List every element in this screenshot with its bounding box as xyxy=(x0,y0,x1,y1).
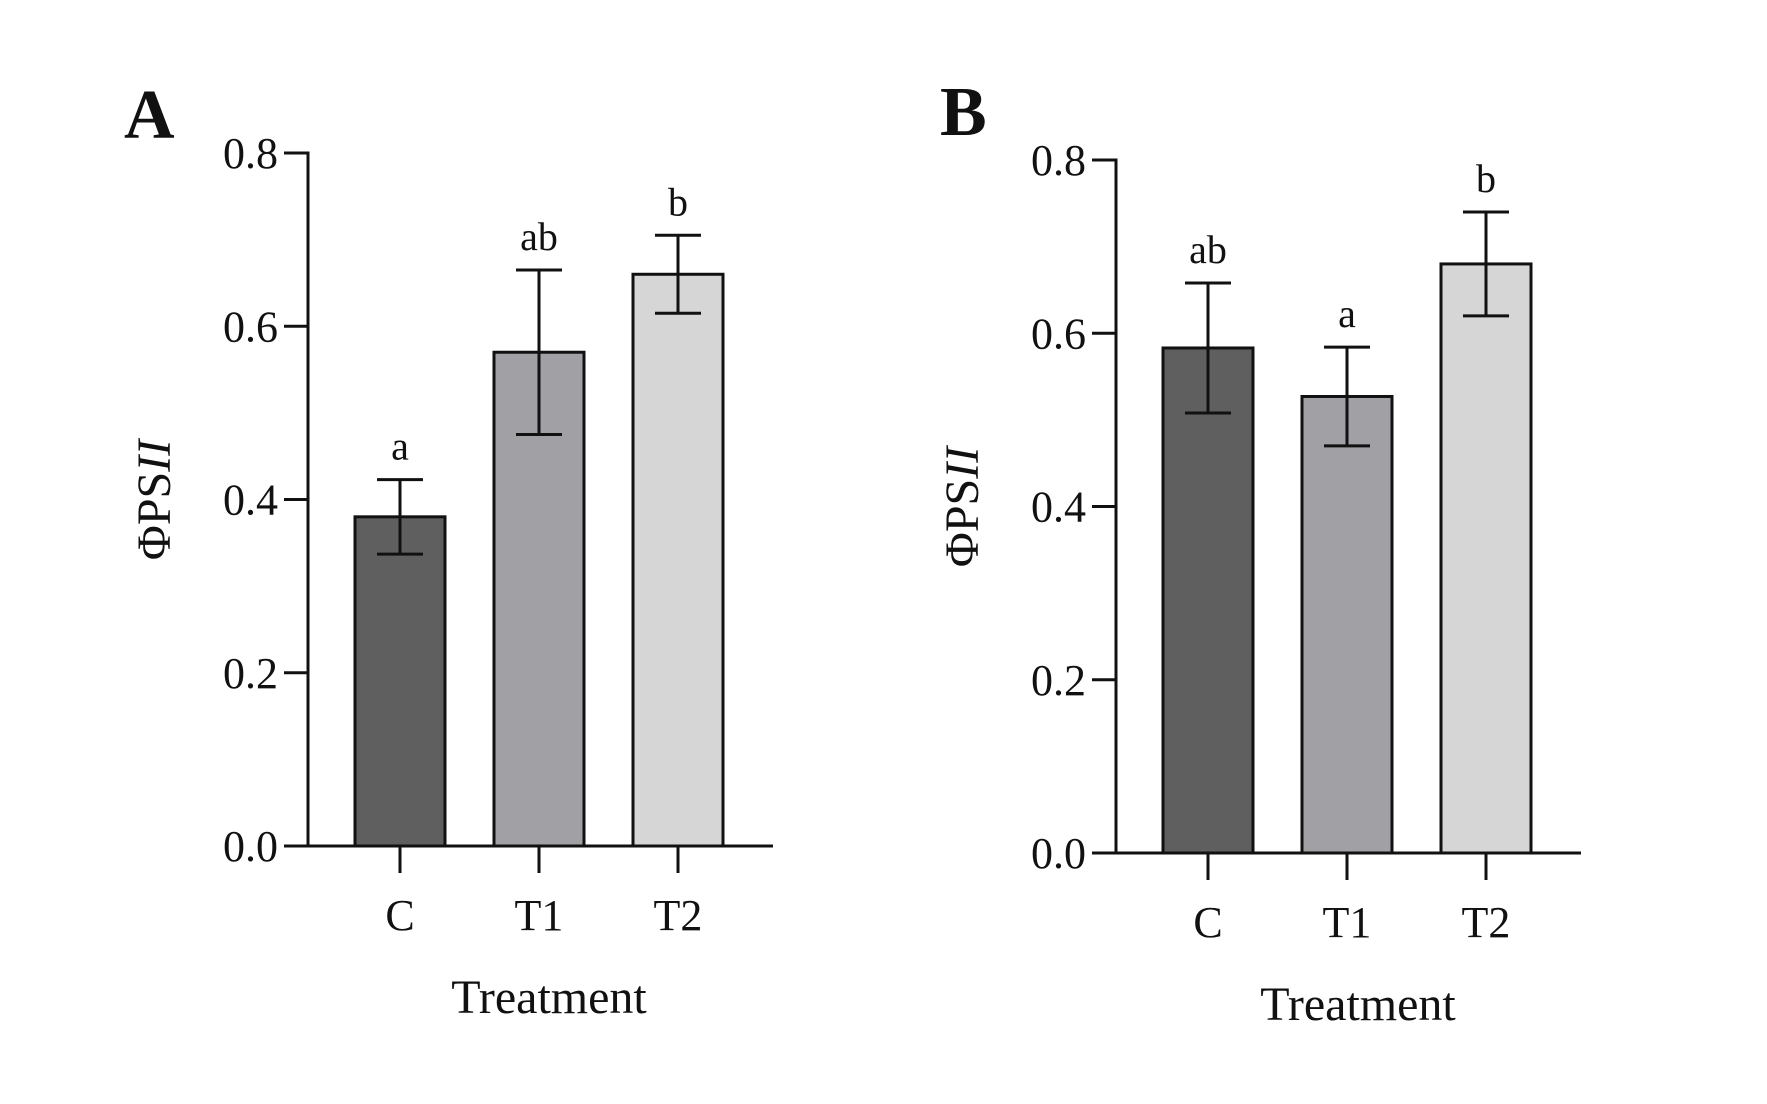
bar-t1 xyxy=(1300,394,1394,855)
significance-label: a xyxy=(391,424,409,469)
x-tick-label: C xyxy=(385,891,414,940)
y-axis-title-main: ΦPS xyxy=(128,472,181,560)
y-axis-title: ΦPSII xyxy=(936,445,989,567)
bar-c xyxy=(1161,346,1255,855)
y-tick-label: 0.6 xyxy=(223,302,278,351)
y-axis-title-main: ΦPS xyxy=(936,479,989,567)
y-axis-title-italic: II xyxy=(936,445,989,480)
bar-c xyxy=(353,515,447,848)
y-tick-label: 0.4 xyxy=(1031,483,1086,532)
y-axis-title-italic: II xyxy=(128,438,181,473)
y-tick-label: 0.0 xyxy=(223,822,278,871)
x-tick-label: C xyxy=(1193,898,1222,947)
significance-label: b xyxy=(1476,156,1496,201)
y-tick-label: 0.2 xyxy=(223,649,278,698)
panel-letter: B xyxy=(940,74,987,151)
x-tick-label: T1 xyxy=(1323,898,1372,947)
x-tick-label: T2 xyxy=(654,891,703,940)
x-tick-label: T2 xyxy=(1462,898,1511,947)
y-tick-label: 0.2 xyxy=(1031,656,1086,705)
significance-label: b xyxy=(668,179,688,224)
x-axis-title: Treatment xyxy=(1260,978,1456,1031)
y-tick-label: 0.0 xyxy=(1031,829,1086,878)
y-tick-label: 0.4 xyxy=(223,476,278,525)
significance-label: a xyxy=(1338,291,1356,336)
x-axis-title: Treatment xyxy=(451,971,647,1024)
x-tick-label: T1 xyxy=(515,891,564,940)
panel-letter: A xyxy=(124,77,175,154)
y-axis-title: ΦPSII xyxy=(128,438,181,560)
significance-label: ab xyxy=(520,214,558,259)
bar-t2 xyxy=(1439,262,1533,855)
y-tick-label: 0.6 xyxy=(1031,309,1086,358)
bar-t2 xyxy=(631,272,725,848)
y-tick-label: 0.8 xyxy=(1031,136,1086,185)
significance-label: ab xyxy=(1189,227,1227,272)
y-tick-label: 0.8 xyxy=(223,129,278,178)
